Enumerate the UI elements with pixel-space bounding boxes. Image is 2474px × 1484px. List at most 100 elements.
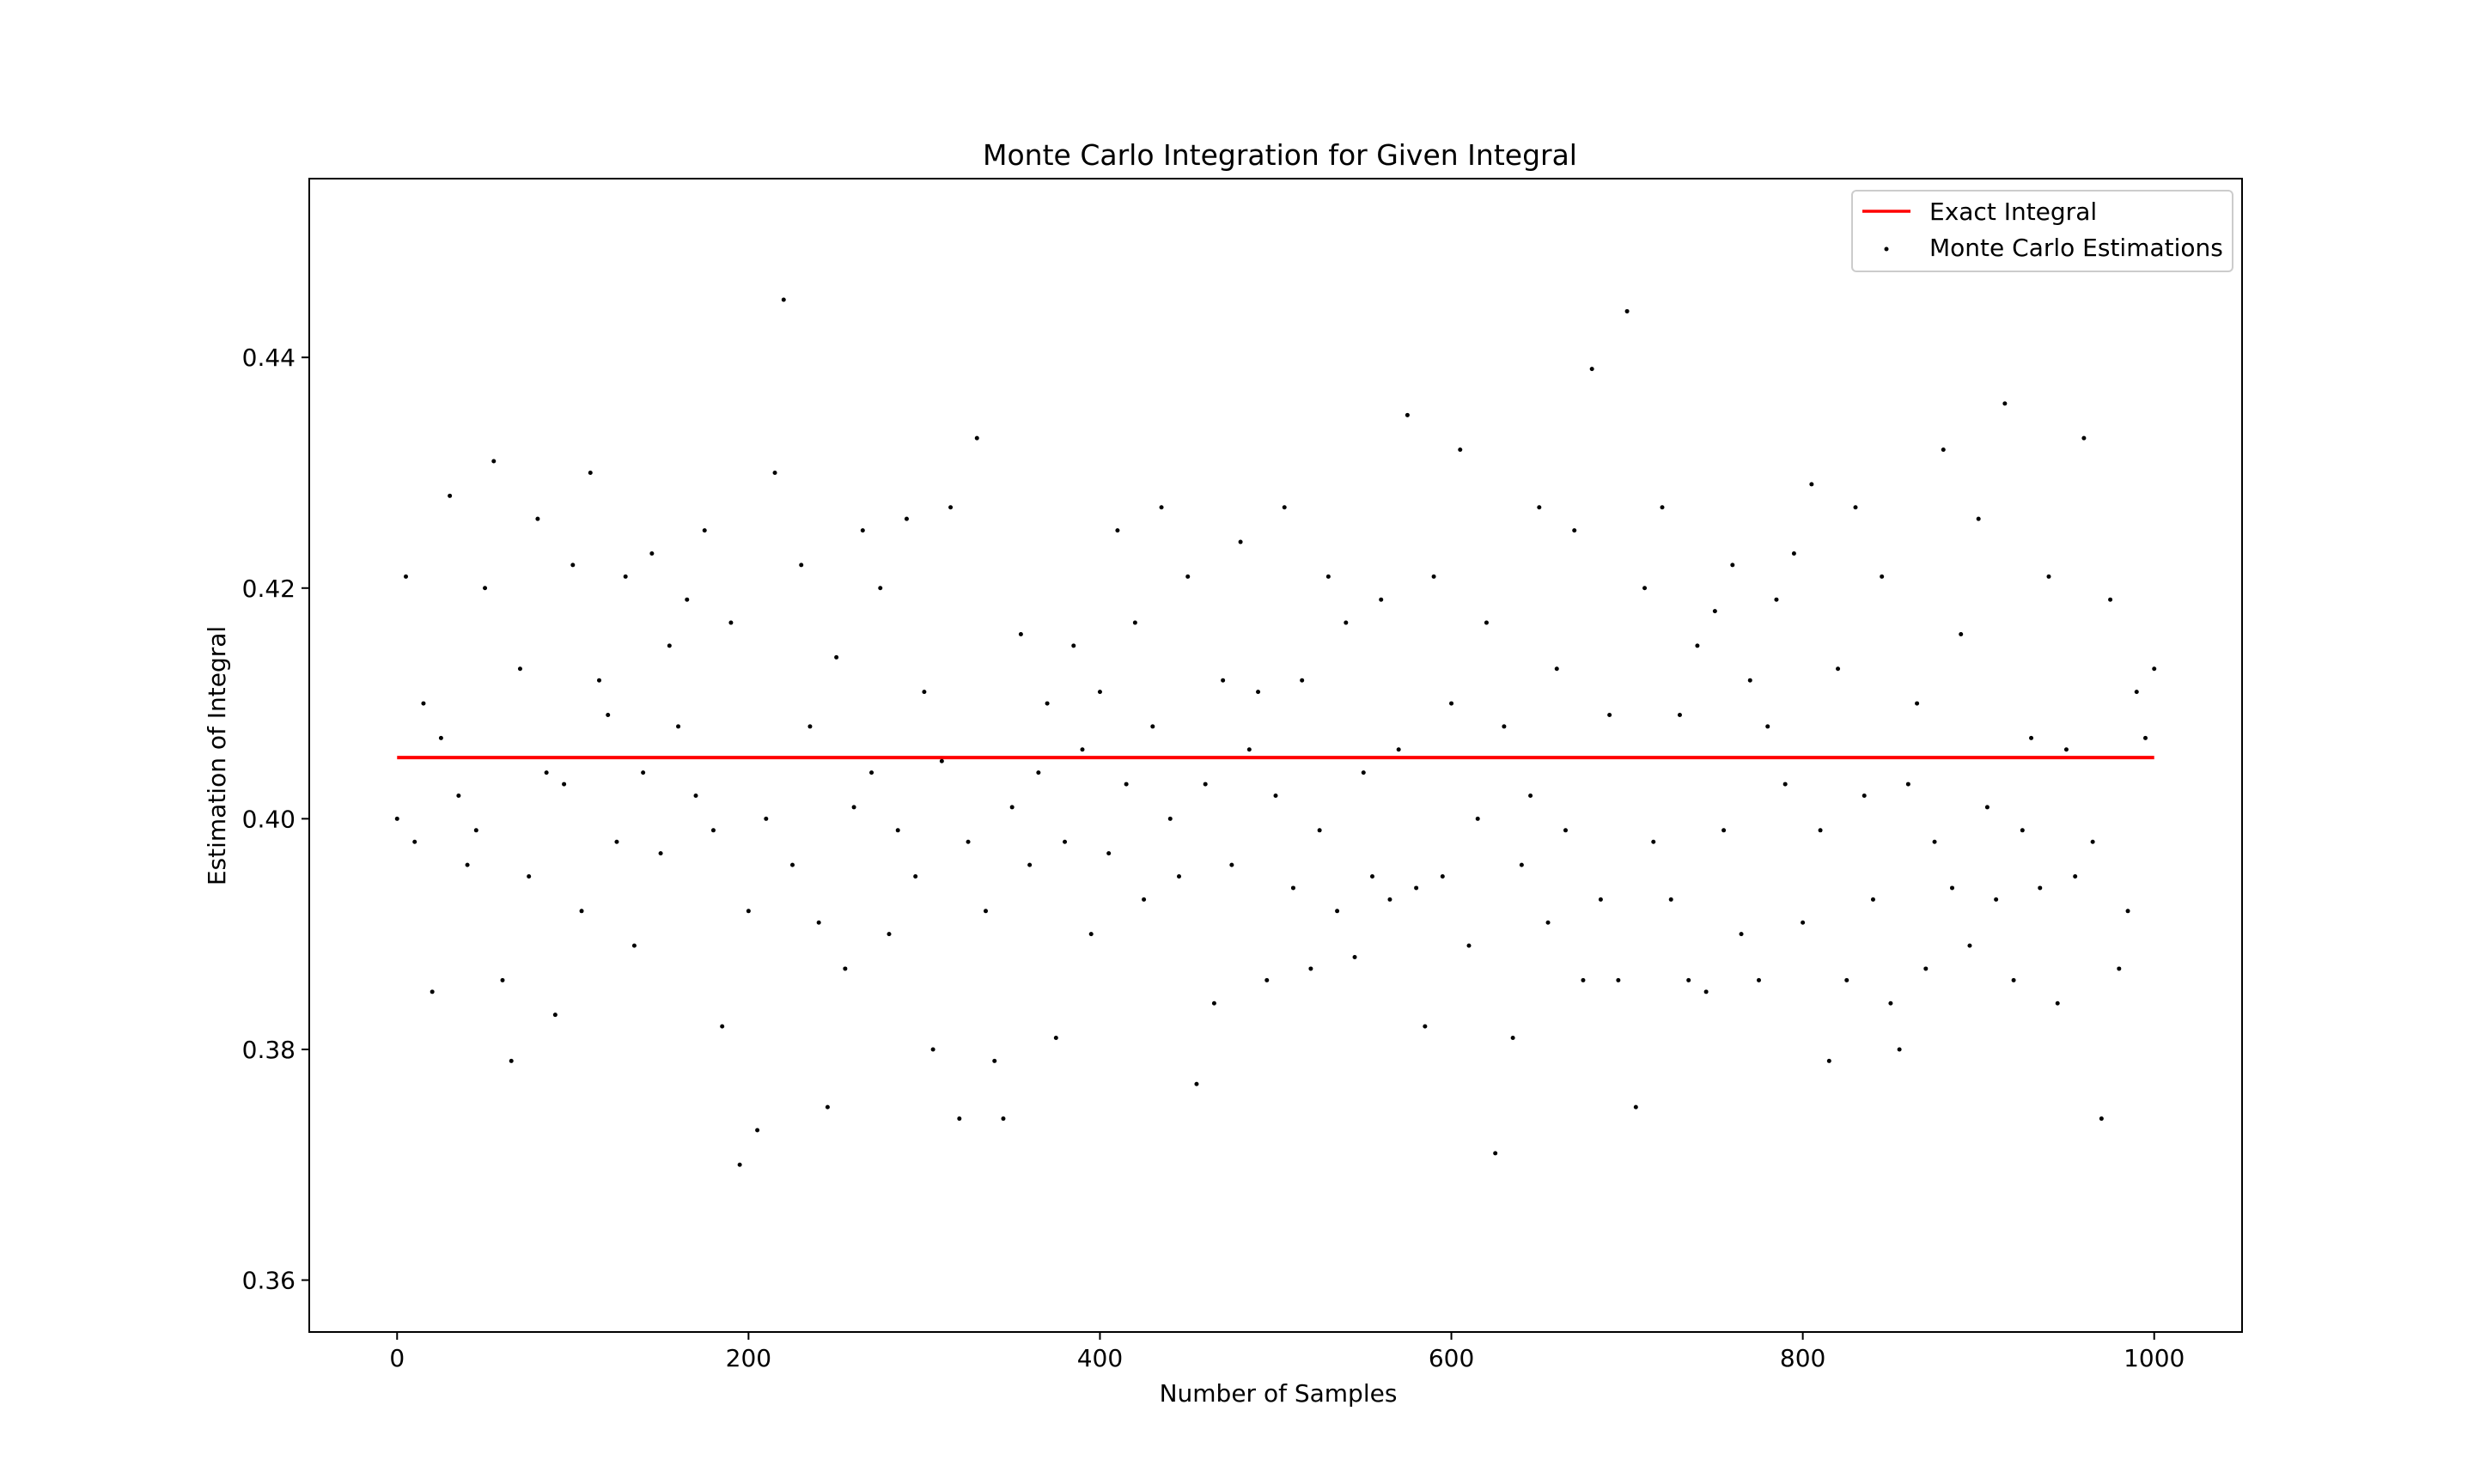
x-axis-label: Number of Samples (1160, 1379, 1398, 1408)
scatter-point (1836, 666, 1841, 672)
scatter-point (1703, 989, 1709, 994)
scatter-point (720, 1024, 725, 1029)
scatter-point (1510, 1036, 1515, 1041)
scatter-point (1791, 550, 1796, 556)
scatter-point (1950, 885, 1954, 891)
scatter-point (957, 1116, 962, 1122)
x-tick-label: 800 (1780, 1344, 1825, 1372)
scatter-point (1888, 1000, 1893, 1006)
scatter-point (649, 550, 655, 556)
scatter-point (1765, 724, 1770, 729)
scatter-point (1563, 828, 1568, 833)
scatter-point (1150, 724, 1155, 729)
scatter-point (1880, 574, 1885, 579)
scatter-point (527, 874, 532, 879)
scatter-point (948, 505, 954, 510)
scatter-point (904, 516, 909, 521)
scatter-point (1616, 977, 1621, 982)
scatter-point (2134, 690, 2139, 695)
scatter-point (1036, 770, 1041, 775)
scatter-point (1167, 816, 1173, 821)
scatter-point (500, 977, 505, 982)
scatter-point (1493, 1151, 1498, 1156)
scatter-point (1923, 966, 1929, 971)
x-tick-label: 0 (389, 1344, 405, 1372)
scatter-point (913, 874, 918, 879)
scatter-point (676, 724, 681, 729)
scatter-point (606, 712, 611, 717)
scatter-point (728, 620, 734, 625)
scatter-point (974, 435, 979, 441)
scatter-point (1959, 631, 1964, 636)
scatter-point (438, 735, 443, 740)
scatter-point (1721, 828, 1727, 833)
scatter-point (1053, 1036, 1058, 1041)
scatter-point (1844, 977, 1849, 982)
scatter-point (597, 678, 601, 683)
y-tick-label: 0.40 (242, 805, 296, 833)
scatter-point (1124, 782, 1129, 787)
scatter-point (1712, 609, 1717, 614)
scatter-point (1466, 943, 1472, 948)
chart-title: Monte Carlo Integration for Given Integr… (983, 138, 1577, 172)
scatter-point (1018, 631, 1023, 636)
scatter-point (1264, 977, 1270, 982)
scatter-point (1097, 690, 1102, 695)
scatter-point (1194, 1081, 1199, 1086)
scatter-point (746, 909, 751, 914)
scatter-point (984, 909, 988, 914)
scatter-point (807, 724, 813, 729)
scatter-point (1581, 977, 1586, 982)
y-axis: 0.36 0.38 0.40 0.42 0.44 (242, 344, 309, 1295)
scatter-point (1458, 447, 1463, 453)
scatter-point (1177, 874, 1181, 879)
scatter-point (1484, 620, 1489, 625)
x-tick-label: 400 (1077, 1344, 1123, 1372)
scatter-point (2143, 735, 2148, 740)
scatter-point (851, 805, 856, 810)
scatter-point (1080, 747, 1085, 752)
scatter-point (1414, 885, 1419, 891)
scatter-point (517, 666, 522, 672)
scatter-point (1528, 794, 1533, 799)
scatter-point (1045, 701, 1050, 706)
y-tick-label: 0.38 (242, 1036, 296, 1064)
y-tick-label: 0.44 (242, 344, 296, 372)
scatter-point (394, 816, 399, 821)
scatter-point (1290, 885, 1295, 891)
scatter-point (2073, 874, 2078, 879)
scatter-point (1308, 966, 1313, 971)
scatter-point (667, 643, 672, 648)
scatter-point (1009, 805, 1015, 810)
scatter-point (1071, 643, 1076, 648)
scatter-point (1897, 1047, 1902, 1052)
scatter-point (1106, 851, 1112, 856)
scatter-point (465, 862, 470, 867)
scatter-point (1782, 782, 1788, 787)
scatter-point (588, 470, 593, 475)
scatter-point (1757, 977, 1761, 982)
scatter-point (887, 932, 892, 937)
scatter-point (570, 563, 576, 568)
scatter-point (1818, 828, 1823, 833)
scatter-point (1027, 862, 1033, 867)
scatter-point (579, 909, 584, 914)
scatter-point (1229, 862, 1234, 867)
x-tick-label: 600 (1429, 1344, 1474, 1372)
scatter-point (1344, 620, 1349, 625)
scatter-point (895, 828, 900, 833)
scatter-point (1572, 528, 1577, 533)
scatter-point (562, 782, 567, 787)
scatter-point (1246, 747, 1252, 752)
scatter-point (764, 816, 769, 821)
scatter-point (693, 794, 698, 799)
scatter-point (939, 758, 944, 763)
scatter-point (2063, 747, 2069, 752)
scatter-point (1870, 897, 1875, 902)
scatter-point (843, 966, 848, 971)
scatter-point (509, 1058, 514, 1063)
scatter-point (710, 828, 716, 833)
scatter-point (737, 1162, 742, 1167)
scatter-point (2099, 1116, 2104, 1122)
scatter-point (1256, 690, 1261, 695)
